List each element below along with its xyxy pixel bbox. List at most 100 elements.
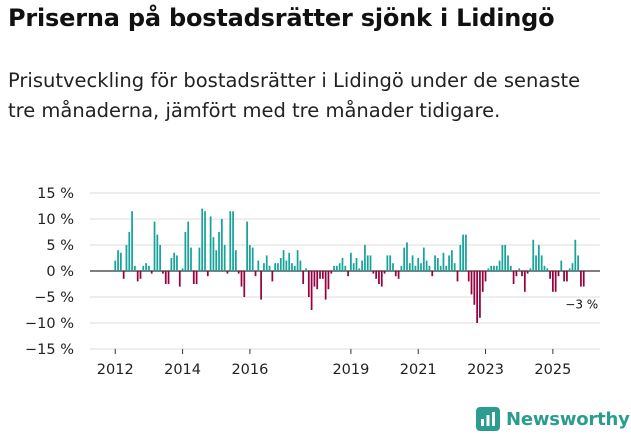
bar — [204, 211, 206, 271]
last-value-label: −3 % — [565, 298, 598, 312]
bar — [552, 271, 554, 292]
bar — [305, 268, 307, 271]
bar — [414, 265, 417, 271]
bar — [355, 258, 358, 271]
bar — [386, 255, 389, 271]
bar — [274, 263, 277, 271]
y-tick-label: 0 % — [46, 264, 74, 280]
bar — [546, 268, 549, 271]
y-tick-label: 10 % — [37, 212, 74, 228]
bar — [176, 255, 178, 271]
bar — [327, 271, 330, 290]
bar — [361, 260, 363, 271]
bar — [192, 271, 195, 284]
bar — [465, 234, 467, 271]
bar — [397, 271, 400, 279]
chart-subtitle: Prisutveckling för bostadsrätter i Lidin… — [8, 69, 581, 122]
bar — [226, 271, 229, 274]
bar — [330, 271, 333, 274]
bar — [254, 271, 257, 277]
bar — [291, 263, 293, 271]
bar — [515, 271, 518, 277]
bar — [296, 250, 299, 271]
x-axis-ticks: 2012 2014 2016 2019 2021 2023 2025 — [97, 349, 571, 378]
x-tick-label: 2023 — [467, 362, 504, 378]
y-tick-label: −15 % — [25, 342, 74, 358]
bar — [128, 232, 131, 271]
bar — [549, 271, 551, 279]
bar — [299, 260, 302, 271]
bar — [557, 271, 560, 277]
bar — [307, 271, 310, 297]
bar — [333, 265, 335, 271]
bar — [456, 271, 459, 282]
bar — [243, 271, 246, 297]
x-tick-label: 2014 — [164, 362, 201, 378]
bar — [257, 260, 260, 271]
bar — [392, 263, 394, 271]
bar — [279, 258, 282, 271]
bar — [206, 271, 209, 277]
bar — [201, 208, 204, 271]
bar — [504, 245, 507, 271]
bar — [131, 211, 133, 271]
bar — [380, 271, 383, 287]
bar — [117, 250, 119, 271]
bar — [383, 271, 386, 274]
bar — [394, 271, 397, 277]
bar — [563, 271, 565, 282]
bar — [170, 258, 173, 271]
bar — [234, 250, 237, 271]
bar — [529, 268, 532, 271]
bar — [184, 232, 187, 271]
bar — [490, 265, 493, 271]
bar — [285, 260, 288, 271]
bar — [159, 245, 161, 271]
bar — [263, 263, 265, 271]
bar — [302, 271, 305, 284]
bar — [493, 265, 495, 271]
bar — [288, 252, 291, 271]
bar — [293, 265, 296, 271]
bar — [119, 252, 122, 271]
bar — [560, 260, 563, 271]
bar — [167, 271, 170, 284]
y-tick-label: 5 % — [46, 238, 74, 254]
bar — [470, 271, 473, 295]
bar — [372, 271, 375, 274]
bar — [209, 216, 212, 271]
bar — [451, 250, 453, 271]
bar — [554, 271, 557, 292]
bar — [218, 232, 220, 271]
bar — [125, 245, 128, 271]
bar — [195, 271, 198, 284]
bar — [400, 265, 403, 271]
bar — [436, 258, 439, 271]
bar — [582, 271, 585, 287]
bar — [509, 265, 512, 271]
bar — [148, 265, 150, 271]
bar — [521, 271, 523, 277]
bar — [310, 271, 313, 310]
bar — [378, 271, 380, 284]
chart-title: Priserna på bostadsrätter sjönk i Liding… — [8, 4, 555, 32]
bar — [153, 221, 156, 271]
bar-chart: 15 %10 %5 %0 %−5 %−10 %−15 % 2012 2014 201… — [25, 186, 600, 378]
bar — [251, 247, 254, 271]
bar — [271, 271, 274, 282]
bar — [425, 260, 428, 271]
bar — [316, 271, 319, 290]
bar — [411, 255, 414, 271]
y-tick-label: −10 % — [25, 316, 74, 332]
bar — [223, 245, 226, 271]
bar — [467, 271, 470, 282]
bar — [139, 271, 142, 279]
bar — [156, 234, 159, 271]
brand-name: Newsworthy — [506, 408, 630, 430]
bar — [417, 258, 420, 271]
bar — [136, 271, 139, 282]
bar — [181, 268, 184, 271]
bar — [366, 255, 369, 271]
bar — [543, 265, 546, 271]
bar — [442, 252, 445, 271]
